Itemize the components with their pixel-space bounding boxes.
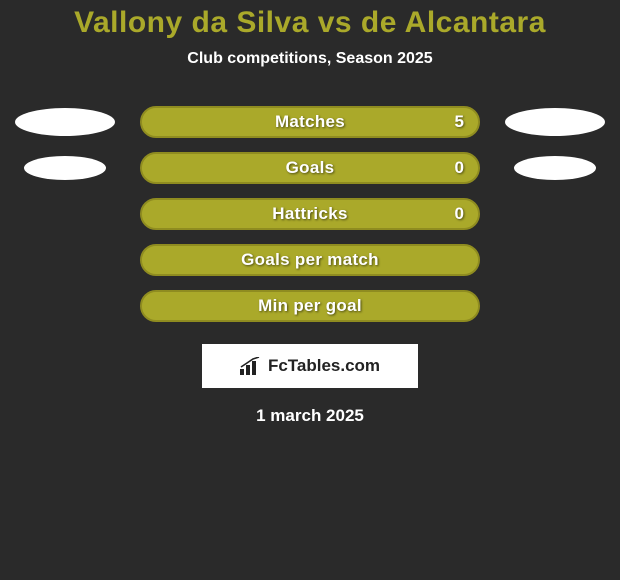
subtitle: Club competitions, Season 2025 — [0, 50, 620, 68]
fctables-logo: FcTables.com — [202, 344, 418, 388]
logo-text: FcTables.com — [268, 356, 380, 376]
stat-bar: Hattricks0 — [140, 198, 480, 230]
player-right-ellipse — [505, 108, 605, 136]
player-left-ellipse — [24, 156, 106, 180]
stat-row: Hattricks0 — [140, 198, 480, 230]
stat-bar: Goals0 — [140, 152, 480, 184]
stat-row: Matches5 — [10, 106, 610, 138]
left-ellipse-slot — [10, 108, 120, 136]
date-label: 1 march 2025 — [256, 406, 364, 426]
stat-bar: Goals per match — [140, 244, 480, 276]
comparison-infographic: Vallony da Silva vs de Alcantara Club co… — [0, 0, 620, 426]
bar-chart-icon — [240, 357, 262, 375]
player-left-ellipse — [15, 108, 115, 136]
left-ellipse-slot — [10, 156, 120, 180]
stat-value: 0 — [455, 204, 464, 224]
stat-row: Goals0 — [10, 152, 610, 184]
right-ellipse-slot — [500, 108, 610, 136]
player-right-ellipse — [514, 156, 596, 180]
stat-row: Goals per match — [140, 244, 480, 276]
stat-bar: Min per goal — [140, 290, 480, 322]
stat-row: Min per goal — [140, 290, 480, 322]
stat-rows: Matches5 Goals0 Hattricks0 Goals per match M… — [0, 106, 620, 336]
stat-bar: Matches5 — [140, 106, 480, 138]
stat-value: 5 — [455, 112, 464, 132]
stat-value: 0 — [455, 158, 464, 178]
right-ellipse-slot — [500, 156, 610, 180]
page-title: Vallony da Silva vs de Alcantara — [0, 6, 620, 40]
